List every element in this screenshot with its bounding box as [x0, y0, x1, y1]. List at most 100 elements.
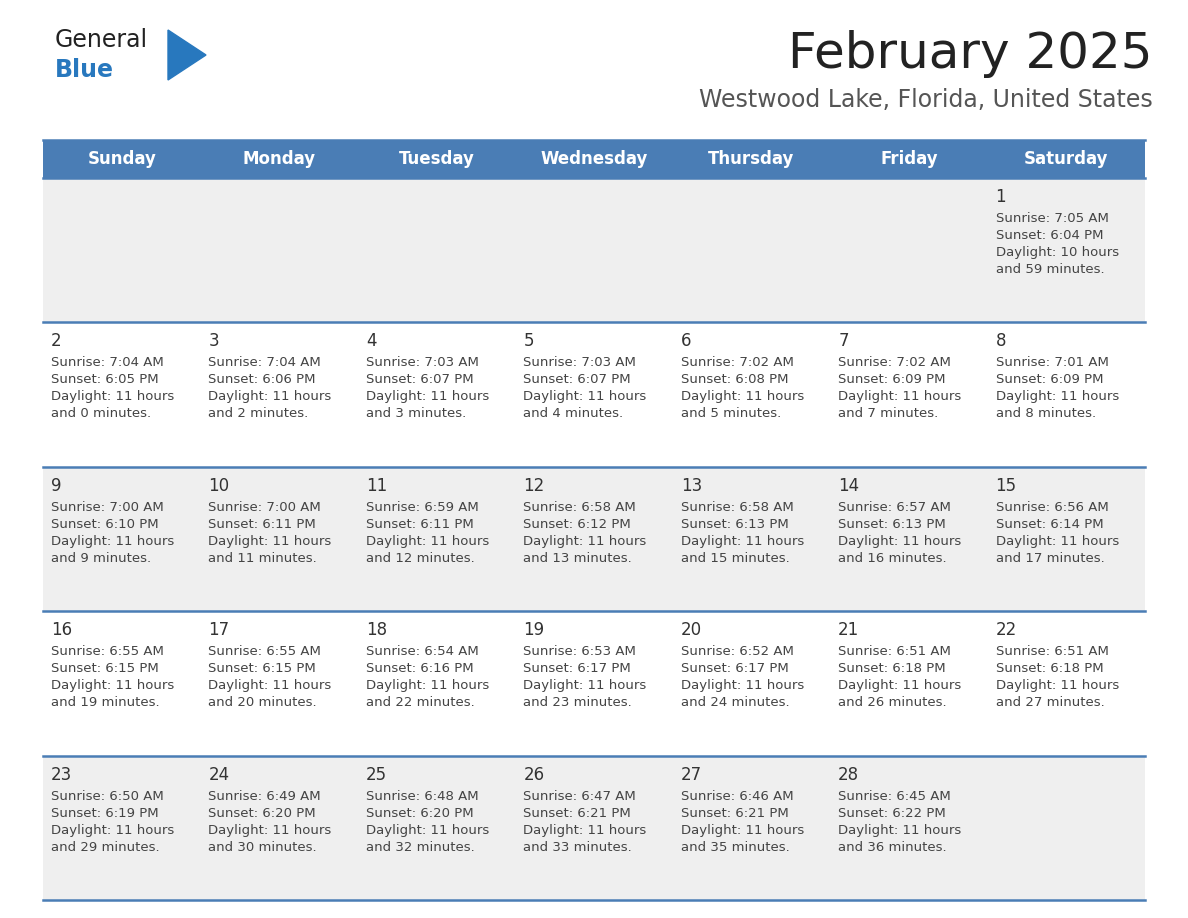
Text: and 22 minutes.: and 22 minutes. [366, 696, 475, 710]
Text: Daylight: 11 hours: Daylight: 11 hours [996, 535, 1119, 548]
Text: and 36 minutes.: and 36 minutes. [839, 841, 947, 854]
Text: Sunset: 6:19 PM: Sunset: 6:19 PM [51, 807, 159, 820]
Text: 8: 8 [996, 332, 1006, 351]
Text: Sunrise: 6:51 AM: Sunrise: 6:51 AM [839, 645, 952, 658]
Text: 9: 9 [51, 476, 62, 495]
Text: and 15 minutes.: and 15 minutes. [681, 552, 790, 565]
Bar [43, 611, 1145, 756]
Text: and 5 minutes.: and 5 minutes. [681, 408, 781, 420]
Text: and 13 minutes.: and 13 minutes. [523, 552, 632, 565]
Text: Sunrise: 7:02 AM: Sunrise: 7:02 AM [681, 356, 794, 369]
Text: and 24 minutes.: and 24 minutes. [681, 696, 789, 710]
Text: Daylight: 11 hours: Daylight: 11 hours [366, 390, 489, 403]
Text: Daylight: 11 hours: Daylight: 11 hours [681, 679, 804, 692]
Text: Daylight: 11 hours: Daylight: 11 hours [51, 679, 175, 692]
Text: Daylight: 11 hours: Daylight: 11 hours [366, 679, 489, 692]
Text: Daylight: 11 hours: Daylight: 11 hours [208, 390, 331, 403]
Text: 14: 14 [839, 476, 859, 495]
Text: Sunset: 6:05 PM: Sunset: 6:05 PM [51, 374, 159, 386]
Text: Sunrise: 7:02 AM: Sunrise: 7:02 AM [839, 356, 952, 369]
Bar [43, 322, 1145, 466]
Text: General: General [55, 28, 148, 52]
Text: February 2025: February 2025 [789, 30, 1154, 78]
Text: and 33 minutes.: and 33 minutes. [523, 841, 632, 854]
Text: Blue: Blue [55, 58, 114, 82]
Text: Daylight: 11 hours: Daylight: 11 hours [523, 390, 646, 403]
Text: and 23 minutes.: and 23 minutes. [523, 696, 632, 710]
Text: Sunrise: 7:00 AM: Sunrise: 7:00 AM [51, 501, 164, 514]
Text: and 19 minutes.: and 19 minutes. [51, 696, 159, 710]
Bar [43, 756, 1145, 900]
Text: 22: 22 [996, 621, 1017, 639]
Text: and 26 minutes.: and 26 minutes. [839, 696, 947, 710]
Text: Sunrise: 7:04 AM: Sunrise: 7:04 AM [51, 356, 164, 369]
Text: 3: 3 [208, 332, 219, 351]
Text: Daylight: 11 hours: Daylight: 11 hours [839, 823, 961, 836]
Text: and 32 minutes.: and 32 minutes. [366, 841, 475, 854]
Text: 1: 1 [996, 188, 1006, 206]
Text: Thursday: Thursday [708, 150, 795, 168]
Text: 12: 12 [523, 476, 544, 495]
Text: Daylight: 11 hours: Daylight: 11 hours [681, 823, 804, 836]
Text: and 29 minutes.: and 29 minutes. [51, 841, 159, 854]
Text: Sunset: 6:13 PM: Sunset: 6:13 PM [839, 518, 946, 531]
Text: Sunset: 6:11 PM: Sunset: 6:11 PM [208, 518, 316, 531]
Text: Daylight: 11 hours: Daylight: 11 hours [208, 679, 331, 692]
Text: Sunrise: 6:56 AM: Sunrise: 6:56 AM [996, 501, 1108, 514]
Text: and 20 minutes.: and 20 minutes. [208, 696, 317, 710]
Text: and 8 minutes.: and 8 minutes. [996, 408, 1095, 420]
Text: Daylight: 11 hours: Daylight: 11 hours [366, 535, 489, 548]
Text: Daylight: 10 hours: Daylight: 10 hours [996, 246, 1119, 259]
Text: Daylight: 11 hours: Daylight: 11 hours [839, 390, 961, 403]
Text: Tuesday: Tuesday [399, 150, 474, 168]
Text: Monday: Monday [242, 150, 316, 168]
Text: and 30 minutes.: and 30 minutes. [208, 841, 317, 854]
Text: 18: 18 [366, 621, 387, 639]
Text: and 0 minutes.: and 0 minutes. [51, 408, 151, 420]
Text: 6: 6 [681, 332, 691, 351]
Text: 16: 16 [51, 621, 72, 639]
Text: Friday: Friday [880, 150, 937, 168]
Text: Sunrise: 7:05 AM: Sunrise: 7:05 AM [996, 212, 1108, 225]
Text: and 16 minutes.: and 16 minutes. [839, 552, 947, 565]
Text: Sunset: 6:11 PM: Sunset: 6:11 PM [366, 518, 474, 531]
Text: 25: 25 [366, 766, 387, 784]
Text: 11: 11 [366, 476, 387, 495]
Text: Sunrise: 6:59 AM: Sunrise: 6:59 AM [366, 501, 479, 514]
Bar [43, 466, 1145, 611]
Text: 19: 19 [523, 621, 544, 639]
Text: Sunset: 6:21 PM: Sunset: 6:21 PM [523, 807, 631, 820]
Text: 23: 23 [51, 766, 72, 784]
Text: Sunrise: 6:55 AM: Sunrise: 6:55 AM [208, 645, 321, 658]
Text: Daylight: 11 hours: Daylight: 11 hours [51, 823, 175, 836]
Text: Sunset: 6:06 PM: Sunset: 6:06 PM [208, 374, 316, 386]
Text: Sunrise: 6:47 AM: Sunrise: 6:47 AM [523, 789, 636, 802]
Text: Daylight: 11 hours: Daylight: 11 hours [208, 823, 331, 836]
Text: 5: 5 [523, 332, 533, 351]
Text: Sunrise: 6:50 AM: Sunrise: 6:50 AM [51, 789, 164, 802]
Text: Sunrise: 7:01 AM: Sunrise: 7:01 AM [996, 356, 1108, 369]
Text: 15: 15 [996, 476, 1017, 495]
Text: and 59 minutes.: and 59 minutes. [996, 263, 1104, 276]
Text: Sunset: 6:07 PM: Sunset: 6:07 PM [523, 374, 631, 386]
Polygon shape [168, 30, 206, 80]
Text: Sunrise: 6:52 AM: Sunrise: 6:52 AM [681, 645, 794, 658]
Text: Sunrise: 6:58 AM: Sunrise: 6:58 AM [681, 501, 794, 514]
Text: Daylight: 11 hours: Daylight: 11 hours [523, 823, 646, 836]
Text: and 4 minutes.: and 4 minutes. [523, 408, 624, 420]
Text: Sunset: 6:16 PM: Sunset: 6:16 PM [366, 662, 474, 676]
Text: Daylight: 11 hours: Daylight: 11 hours [996, 390, 1119, 403]
Text: Sunset: 6:14 PM: Sunset: 6:14 PM [996, 518, 1104, 531]
Text: Sunset: 6:20 PM: Sunset: 6:20 PM [366, 807, 474, 820]
Text: Sunrise: 7:03 AM: Sunrise: 7:03 AM [523, 356, 636, 369]
Text: Sunset: 6:12 PM: Sunset: 6:12 PM [523, 518, 631, 531]
Text: Sunset: 6:09 PM: Sunset: 6:09 PM [996, 374, 1104, 386]
Text: Sunrise: 6:51 AM: Sunrise: 6:51 AM [996, 645, 1108, 658]
Text: Sunrise: 6:57 AM: Sunrise: 6:57 AM [839, 501, 952, 514]
Text: Sunset: 6:07 PM: Sunset: 6:07 PM [366, 374, 474, 386]
Text: 2: 2 [51, 332, 62, 351]
Text: Sunset: 6:04 PM: Sunset: 6:04 PM [996, 229, 1104, 242]
Text: Wednesday: Wednesday [541, 150, 647, 168]
Text: 7: 7 [839, 332, 848, 351]
Text: Sunset: 6:15 PM: Sunset: 6:15 PM [51, 662, 159, 676]
